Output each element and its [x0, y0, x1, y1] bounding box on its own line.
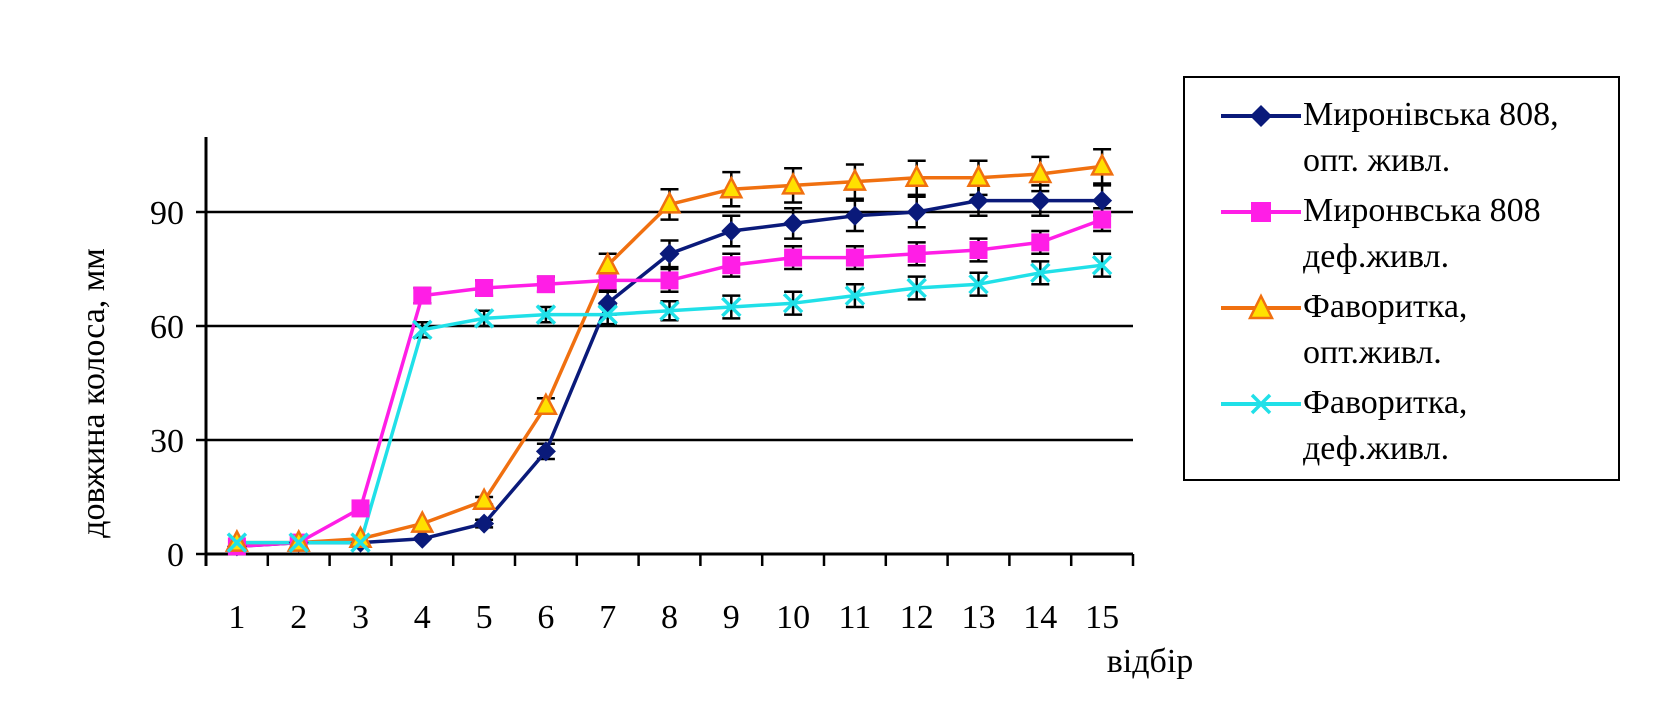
data-point-diamond [412, 528, 433, 549]
data-point-square [598, 271, 617, 290]
data-point-diamond [1030, 190, 1051, 211]
data-point-triangle [966, 164, 991, 188]
data-point-square [660, 271, 679, 290]
data-point-triangle [595, 251, 620, 275]
x-tick-label: 5 [476, 599, 493, 636]
data-point-diamond [659, 243, 680, 264]
data-point-x [844, 285, 866, 306]
y-tick-label: 90 [150, 195, 184, 232]
data-point-x [535, 304, 557, 325]
legend-label: Миронівська 808, [1303, 96, 1559, 133]
data-point-square [784, 248, 803, 267]
data-point-triangle [842, 167, 867, 191]
error-bars [413, 148, 1112, 529]
y-tick-label: 30 [150, 423, 184, 460]
data-point-x [782, 292, 804, 314]
data-point-diamond [1092, 190, 1113, 211]
legend-marker-square [1221, 202, 1301, 222]
x-tick-label: 12 [900, 599, 934, 636]
x-tick-label: 9 [723, 599, 740, 636]
x-tick-label: 13 [962, 599, 996, 636]
series-markers [224, 152, 1115, 557]
x-tick-label: 6 [537, 599, 554, 636]
legend: Миронівська 808, опт. живл. Миронвська 8… [1183, 76, 1620, 481]
data-point-square [907, 244, 926, 263]
legend-label: деф.живл. [1303, 430, 1450, 467]
data-point-diamond [535, 441, 556, 462]
data-point-diamond [474, 513, 495, 534]
legend-label: Фаворитка, [1303, 384, 1468, 421]
data-point-x [473, 308, 495, 329]
data-point-x [1030, 262, 1051, 284]
data-point-square [722, 256, 741, 275]
legend-item-favoritka-def: Фаворитка, деф.живл. [1185, 376, 1618, 472]
data-point-diamond [968, 190, 989, 211]
legend-item-mironvska-def: Миронвська 808 деф.живл. [1185, 184, 1618, 280]
data-point-x [226, 532, 248, 553]
y-axis-title: довжина колоса, мм [75, 248, 112, 538]
x-tick-label: 8 [661, 599, 678, 636]
data-point-triangle [533, 392, 558, 416]
legend-label: Фаворитка, [1303, 288, 1468, 325]
data-point-square [1093, 210, 1112, 229]
y-tick-label: 60 [150, 309, 184, 346]
data-point-square [1031, 233, 1050, 252]
x-tick-label: 15 [1085, 599, 1119, 636]
data-point-x [906, 277, 927, 299]
data-point-square [536, 275, 555, 294]
x-tick-labels: 1 2 3 4 5 6 7 8 9 10 11 12 13 14 15 [228, 599, 1119, 636]
data-point-diamond [906, 202, 927, 222]
legend-marker-triangle [1221, 293, 1301, 320]
data-point-triangle [472, 487, 497, 511]
legend-item-mironivska-opt: Миронівська 808, опт. живл. [1185, 88, 1618, 184]
x-tick-label: 2 [290, 599, 307, 636]
data-point-triangle [1028, 160, 1053, 184]
data-point-x [1091, 254, 1113, 276]
y-tick-label: 0 [167, 537, 184, 574]
data-point-x [412, 319, 433, 341]
y-tick-labels: 0 30 60 90 [150, 195, 184, 574]
x-tick-label: 10 [776, 599, 810, 636]
legend-label: деф.живл. [1303, 238, 1450, 275]
x-tick-label: 3 [352, 599, 369, 636]
data-point-triangle [781, 171, 806, 195]
data-point-square [969, 241, 988, 259]
data-point-square [413, 286, 432, 305]
data-point-triangle [904, 164, 929, 188]
data-point-triangle [657, 190, 682, 214]
data-point-square [475, 279, 494, 297]
legend-label: опт.живл. [1303, 334, 1442, 371]
legend-label: опт. живл. [1303, 142, 1451, 179]
data-point-square [351, 499, 370, 518]
data-point-x [721, 296, 742, 318]
data-point-x [350, 532, 371, 553]
data-point-diamond [844, 205, 865, 226]
data-point-x [288, 532, 309, 553]
data-point-x [968, 273, 989, 295]
data-point-triangle [1090, 152, 1115, 176]
data-point-triangle [719, 175, 744, 199]
data-point-diamond [721, 221, 742, 241]
series-lines [236, 164, 1103, 549]
legend-label: Миронвська 808 [1303, 192, 1541, 229]
data-point-triangle [410, 509, 435, 533]
legend-marker-x [1221, 393, 1301, 415]
data-point-x [659, 300, 680, 322]
x-axis-title: відбір [1107, 643, 1194, 680]
x-tick-label: 1 [228, 599, 245, 636]
data-point-diamond [783, 213, 804, 234]
data-point-x [597, 304, 618, 325]
x-tick-label: 7 [599, 599, 616, 636]
x-tick-label: 11 [839, 599, 872, 636]
legend-marker-diamond [1221, 105, 1301, 127]
data-point-square [845, 248, 864, 267]
x-tick-label: 4 [414, 599, 431, 636]
x-tick-label: 14 [1023, 599, 1057, 636]
legend-item-favoritka-opt: Фаворитка, опт.живл. [1185, 280, 1618, 376]
axes [196, 137, 1135, 566]
